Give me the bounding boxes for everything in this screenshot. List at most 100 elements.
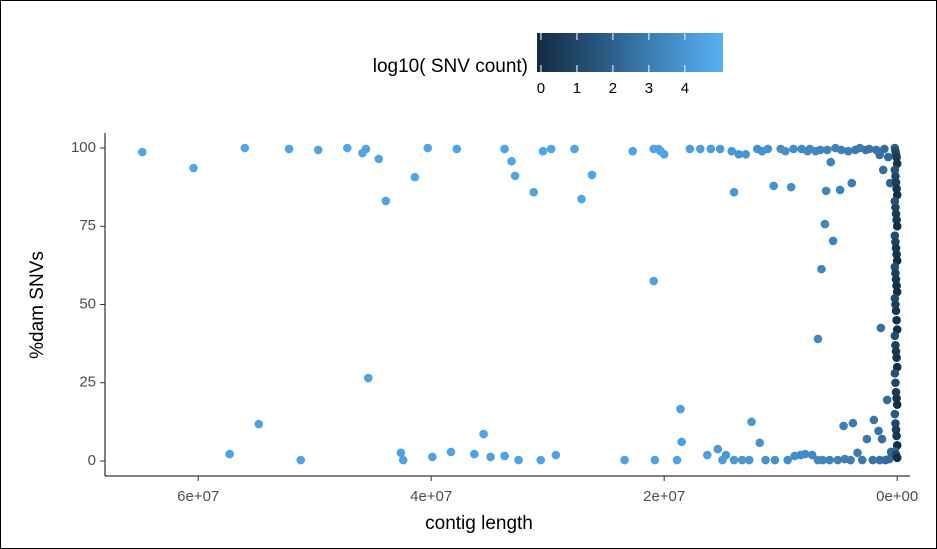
point <box>878 165 888 175</box>
colorbar-title: log10( SNV count) <box>373 56 528 77</box>
point <box>763 144 773 154</box>
point <box>706 144 716 154</box>
point <box>702 450 712 460</box>
point <box>892 184 901 194</box>
point <box>577 194 586 204</box>
x-tick-label: 6e+07 <box>177 488 219 505</box>
point <box>676 404 685 414</box>
point <box>747 417 756 427</box>
colorbar-tick-label: 2 <box>609 80 617 97</box>
point <box>874 426 883 436</box>
point <box>891 178 901 187</box>
point <box>891 203 900 212</box>
point <box>189 163 198 173</box>
point <box>836 145 846 155</box>
point <box>786 182 796 192</box>
point <box>891 378 900 388</box>
point <box>628 146 638 156</box>
point <box>869 415 879 425</box>
point <box>891 171 900 181</box>
point <box>891 237 900 247</box>
point <box>696 144 705 154</box>
point <box>891 300 900 309</box>
point <box>729 187 739 197</box>
point <box>820 219 830 229</box>
point <box>225 449 234 459</box>
y-axis-title: %dam SNVs <box>27 251 48 359</box>
point <box>551 450 561 460</box>
point <box>396 448 406 458</box>
y-tick-label: 100 <box>71 139 96 156</box>
point <box>847 178 857 188</box>
point <box>883 152 893 162</box>
point <box>891 347 901 356</box>
colorbar-tick-label: 1 <box>573 80 581 97</box>
point <box>890 196 900 206</box>
point <box>721 450 731 460</box>
point <box>685 144 695 154</box>
point <box>833 455 843 465</box>
point <box>890 293 900 303</box>
point <box>744 455 754 465</box>
point <box>398 455 408 465</box>
point <box>620 455 629 465</box>
point <box>570 144 579 154</box>
point <box>529 187 539 197</box>
point <box>846 455 855 465</box>
point <box>890 262 900 272</box>
point <box>875 150 885 160</box>
point <box>423 143 432 153</box>
point <box>587 170 597 180</box>
point <box>826 157 836 167</box>
x-tick-label: 0e+00 <box>876 488 918 505</box>
point <box>892 215 901 225</box>
point <box>514 455 523 465</box>
point <box>892 394 901 403</box>
point <box>659 149 669 159</box>
point <box>890 409 900 419</box>
point <box>892 353 901 363</box>
point <box>284 144 294 154</box>
point <box>818 455 827 465</box>
point <box>890 369 900 378</box>
x-tick-label: 2e+07 <box>643 488 685 505</box>
point <box>890 165 900 175</box>
point <box>821 186 831 196</box>
point <box>892 315 901 325</box>
point <box>363 373 373 383</box>
point <box>876 323 886 333</box>
point <box>807 450 817 460</box>
point <box>737 455 747 465</box>
point <box>677 437 686 447</box>
point <box>546 144 556 154</box>
point <box>715 144 725 154</box>
point <box>835 185 845 195</box>
point <box>713 444 723 454</box>
x-axis-title: contig length <box>425 513 533 534</box>
point <box>137 147 147 157</box>
point <box>892 153 901 162</box>
point <box>536 455 546 465</box>
point <box>891 425 901 434</box>
point <box>891 387 901 397</box>
point <box>240 143 250 153</box>
point <box>892 453 902 463</box>
point <box>649 276 659 286</box>
point <box>361 144 371 154</box>
point <box>892 431 901 441</box>
y-tick-label: 75 <box>79 217 96 234</box>
point <box>891 268 900 278</box>
point <box>892 400 902 409</box>
point <box>741 149 751 159</box>
point <box>892 281 901 291</box>
point <box>853 448 862 458</box>
point <box>446 447 456 457</box>
point <box>848 418 858 428</box>
y-tick-label: 25 <box>79 374 96 391</box>
point <box>857 455 867 465</box>
point <box>891 275 901 284</box>
point <box>891 340 900 350</box>
point <box>815 145 825 155</box>
